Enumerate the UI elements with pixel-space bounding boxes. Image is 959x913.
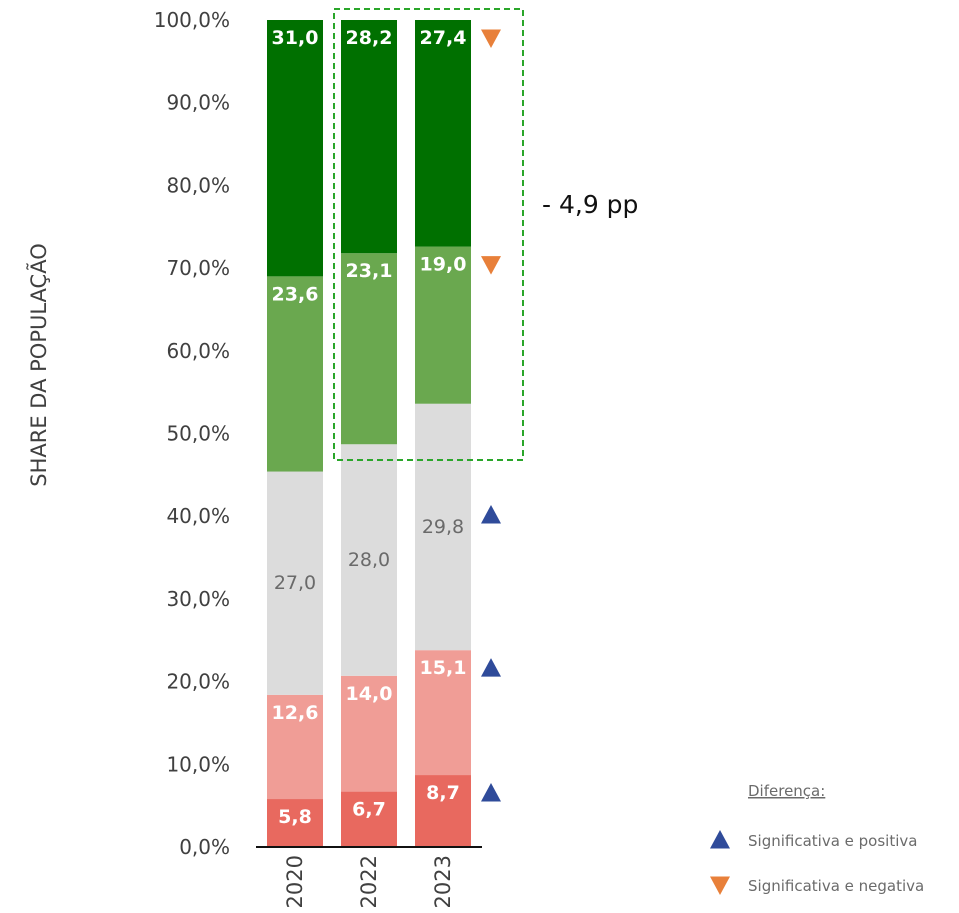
data-label: 28,2 xyxy=(346,27,393,49)
bar-segment xyxy=(341,253,397,445)
bar-segment xyxy=(341,20,397,254)
category-label: 2022 xyxy=(357,855,381,908)
legend: Diferença: Significativa e positiva Signi… xyxy=(710,782,924,895)
triangle-up-icon xyxy=(481,658,501,677)
legend-title: Diferença: xyxy=(748,782,825,800)
category-label: 2020 xyxy=(283,855,307,908)
bar-segment xyxy=(415,403,471,651)
y-tick-label: 0,0% xyxy=(179,835,230,859)
data-label: 27,4 xyxy=(420,27,467,49)
bar-segment xyxy=(341,675,397,792)
y-tick-label: 90,0% xyxy=(166,91,230,115)
bar-segment xyxy=(267,694,323,800)
bar-segment xyxy=(415,246,471,404)
data-label: 29,8 xyxy=(422,516,464,538)
category-label: 2023 xyxy=(431,855,455,908)
data-label: 27,0 xyxy=(274,572,316,594)
y-tick-label: 100,0% xyxy=(154,8,230,32)
bar-segment xyxy=(415,650,471,776)
highlight-box xyxy=(333,8,524,461)
triangle-down-icon xyxy=(710,876,730,895)
y-tick-label: 20,0% xyxy=(166,670,230,694)
y-tick-label: 30,0% xyxy=(166,587,230,611)
data-label: 6,7 xyxy=(352,799,386,821)
data-label: 23,1 xyxy=(346,260,393,282)
data-label: 15,1 xyxy=(420,657,467,679)
triangle-up-icon xyxy=(481,504,501,524)
y-tick-label: 80,0% xyxy=(166,173,230,197)
data-label: 8,7 xyxy=(426,782,460,804)
value-labels: 5,8 12,6 27,0 23,6 31,0 6,7 14,0 28,0 23,1 28,2 8,… xyxy=(272,27,467,828)
data-label: 28,0 xyxy=(348,549,390,571)
bar-segment xyxy=(341,444,397,676)
bar-segment xyxy=(267,20,323,277)
triangle-down-icon xyxy=(481,256,501,275)
y-axis-ticks: 0,0% 10,0% 20,0% 30,0% 40,0% 50,0% 60,0% 70,0% 8… xyxy=(154,8,230,859)
data-label: 14,0 xyxy=(346,683,393,705)
legend-item-label: Significativa e positiva xyxy=(748,832,917,850)
data-label: 12,6 xyxy=(272,702,319,724)
bar-segment xyxy=(267,799,323,847)
bar-segment xyxy=(267,276,323,472)
y-tick-label: 40,0% xyxy=(166,504,230,528)
y-tick-label: 70,0% xyxy=(166,256,230,280)
triangle-up-icon xyxy=(710,830,730,849)
triangle-down-icon xyxy=(481,29,501,48)
bars xyxy=(267,20,471,847)
y-axis-label: SHARE DA POPULAÇÃO xyxy=(25,243,51,486)
data-label: 19,0 xyxy=(420,254,467,276)
y-tick-label: 10,0% xyxy=(166,752,230,776)
data-label: 23,6 xyxy=(272,283,319,305)
data-label: 5,8 xyxy=(278,806,312,828)
bar-segment xyxy=(415,775,471,847)
x-axis-categories: 2020 2022 2023 xyxy=(283,855,455,908)
bar-segment xyxy=(415,20,471,247)
difference-annotation: - 4,9 pp xyxy=(542,190,638,219)
y-tick-label: 60,0% xyxy=(166,339,230,363)
y-tick-label: 50,0% xyxy=(166,422,230,446)
legend-item-label: Significativa e negativa xyxy=(748,877,924,895)
bar-segment xyxy=(341,791,397,847)
data-label: 31,0 xyxy=(272,27,319,49)
bar-segment xyxy=(267,471,323,695)
triangle-up-icon xyxy=(481,783,501,802)
significance-markers xyxy=(481,29,501,802)
